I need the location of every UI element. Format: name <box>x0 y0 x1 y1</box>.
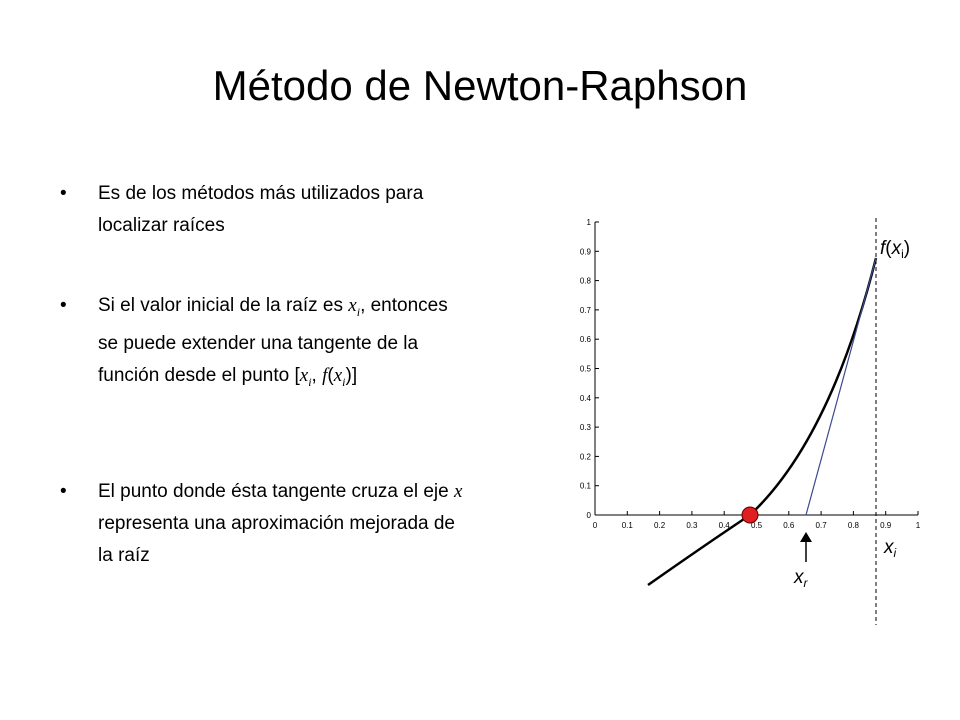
text: Si el valor inicial de la raíz es <box>98 295 349 316</box>
math: x <box>299 364 309 386</box>
title: Método de Newton-Raphson <box>212 62 748 109</box>
y-tick-label: 0 <box>587 511 592 520</box>
text: x <box>793 567 805 588</box>
math: x <box>348 295 357 316</box>
x-tick-label: 0.2 <box>654 521 666 530</box>
x-tick-label: 0.4 <box>719 521 731 530</box>
y-tick-label: 0.9 <box>580 247 592 256</box>
y-tick-label: 0.5 <box>580 365 592 374</box>
text: , <box>311 364 323 386</box>
y-tick-label: 0.6 <box>580 335 592 344</box>
x-tick-label: 0 <box>593 521 598 530</box>
tangent <box>805 257 877 516</box>
text: x <box>883 537 895 558</box>
text: ( <box>327 364 334 386</box>
y-tick-label: 0.1 <box>580 482 592 491</box>
math: i <box>308 374 312 389</box>
xr-label: xr <box>793 567 809 590</box>
root-point <box>741 506 759 524</box>
xi-label: xi <box>883 537 897 560</box>
arrow-head <box>800 532 812 542</box>
text: )] <box>345 364 358 386</box>
y-tick-label: 0.8 <box>580 277 592 286</box>
math: i <box>342 374 346 389</box>
x-tick-label: 0.9 <box>880 521 892 530</box>
x-tick-label: 0.6 <box>783 521 795 530</box>
text: , entonces se puede extender una tangent… <box>98 295 448 386</box>
y-tick-label: 0.7 <box>580 306 592 315</box>
math: i <box>356 304 361 319</box>
x-tick-label: 0.1 <box>622 521 634 530</box>
text: Es de los métodos más utilizados para lo… <box>98 183 424 236</box>
text: ) <box>904 238 910 259</box>
x-tick-label: 0.3 <box>686 521 698 530</box>
x-tick-label: 1 <box>916 521 921 530</box>
fx-label: f(xi) <box>880 238 910 261</box>
math: x <box>453 481 463 502</box>
bullet: Si el valor inicial de la raíz es xi, en… <box>60 290 463 398</box>
text: representa una aproximación mejorada de … <box>98 513 455 566</box>
text: f <box>880 238 887 259</box>
math: f <box>322 364 328 386</box>
x-tick-label: 0.8 <box>848 521 860 530</box>
text: r <box>804 576 809 590</box>
curve <box>647 257 878 587</box>
text: ( <box>885 238 892 259</box>
math: x <box>333 364 343 386</box>
text: i <box>894 546 897 560</box>
y-tick-label: 1 <box>587 218 592 227</box>
y-tick-label: 0.3 <box>580 423 592 432</box>
x-tick-label: 0.5 <box>751 521 763 530</box>
x-tick-label: 0.7 <box>816 521 828 530</box>
y-tick-label: 0.4 <box>580 394 592 403</box>
text: x <box>891 238 903 259</box>
y-tick-label: 0.2 <box>580 452 592 461</box>
bullet: Es de los métodos más utilizados para lo… <box>60 178 463 242</box>
text: El punto donde ésta tangente cruza el ej… <box>98 481 454 502</box>
text: i <box>901 247 904 261</box>
bullet: El punto donde ésta tangente cruza el ej… <box>60 476 463 572</box>
